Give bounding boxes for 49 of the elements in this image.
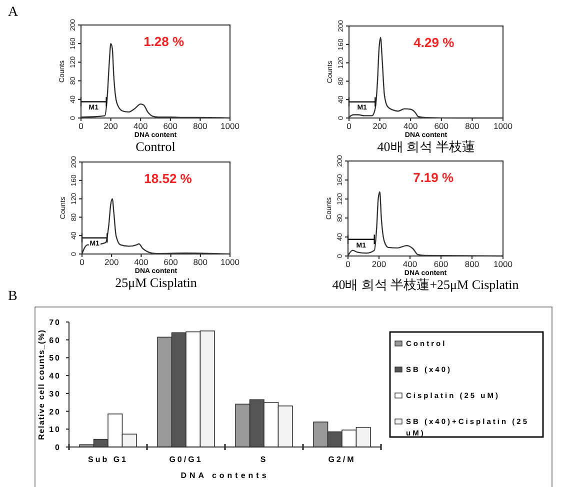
x-tick-label: Sub G1 (88, 455, 128, 464)
y-tick-label: 70 (49, 318, 61, 327)
line-series (347, 191, 504, 257)
x-tick-label: 600 (163, 121, 178, 131)
x-tick-label: 800 (464, 259, 480, 269)
x-tick-label: 0 (346, 121, 352, 131)
y-tick-label: 10 (49, 425, 61, 434)
x-tick-label: 0 (80, 257, 85, 267)
y-tick-label: 60 (49, 336, 61, 345)
y-tick-label: 50 (49, 354, 61, 363)
x-tick-label: 600 (434, 121, 449, 131)
x-tick-label: 1000 (494, 121, 513, 131)
x-tick-label: 1000 (220, 257, 240, 267)
text: Control (136, 139, 176, 154)
annotation: 7.19 % (413, 170, 454, 185)
text: 25μM Cisplatin (115, 275, 198, 290)
x-axis-title: DNA contents (180, 471, 270, 480)
x-tick-label: 400 (404, 121, 418, 131)
x-tick-label: 400 (134, 257, 149, 267)
annotation: 1.28 % (144, 34, 184, 49)
text: B (8, 289, 18, 304)
x-tick-label: 200 (372, 121, 388, 131)
x-tick-label: 800 (193, 121, 208, 131)
line-series (81, 198, 231, 255)
y-tick-label: 40 (49, 372, 61, 381)
x-tick-label: 600 (434, 259, 448, 269)
x-tick-label: 800 (465, 121, 480, 131)
text: A (8, 5, 19, 20)
x-tick-label: G2/M (328, 455, 356, 464)
x-tick-label: 400 (402, 259, 418, 269)
x-tick-label: 800 (193, 257, 208, 267)
x-tick-label: 1000 (494, 259, 513, 269)
x-tick-label: S (260, 455, 268, 464)
x-tick-label: 200 (372, 259, 386, 269)
x-tick-label: 200 (104, 121, 118, 131)
x-tick-label: 1000 (220, 121, 240, 131)
x-tick-label: 400 (134, 121, 148, 131)
x-tick-label: G0/G1 (169, 455, 203, 464)
annotation: 18.52 % (144, 171, 192, 186)
annotation: 4.29 % (414, 35, 455, 50)
y-tick-label: 0 (55, 443, 61, 452)
x-tick-label: 600 (164, 257, 178, 267)
text: 40배 희석 半枝蓮+25μM Cisplatin (332, 277, 520, 292)
y-axis-title: Relative cell counts_(%) (37, 329, 46, 440)
text: 40배 희석 半枝蓮 (377, 139, 475, 154)
x-tick-label: 200 (104, 257, 119, 267)
y-tick-label: 20 (49, 407, 61, 416)
y-tick-label: 30 (49, 389, 61, 398)
line-series (348, 36, 504, 119)
